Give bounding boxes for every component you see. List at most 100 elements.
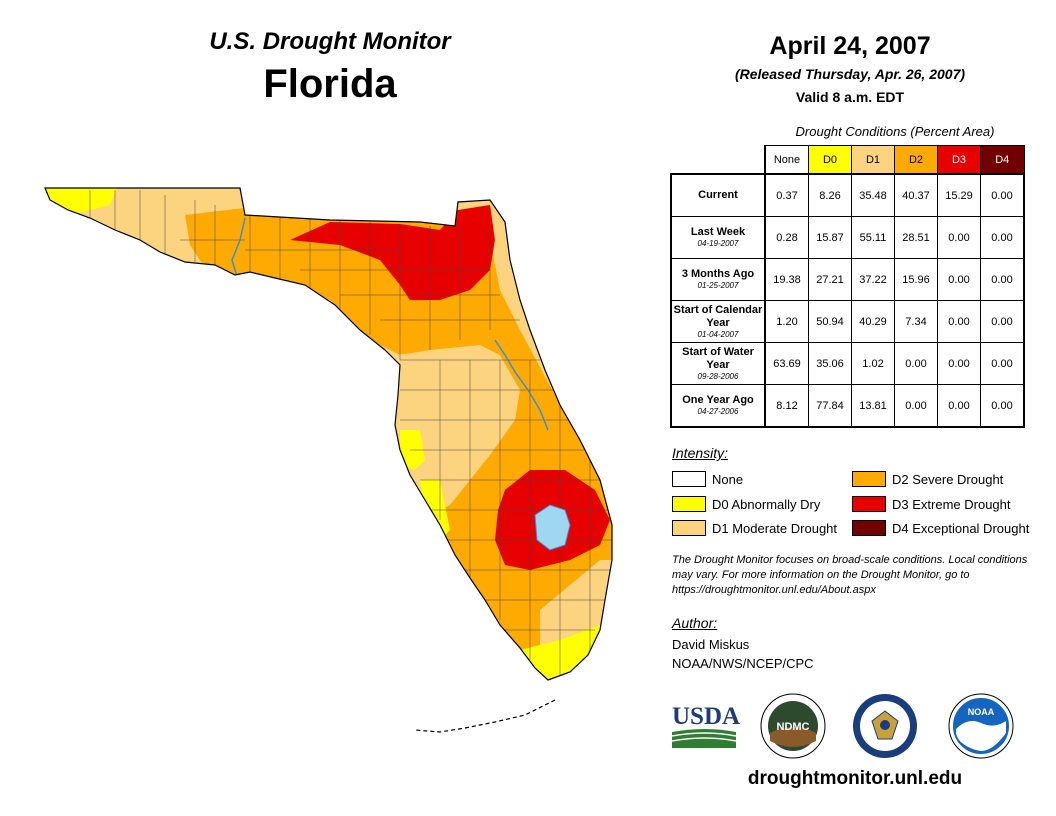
usda-logo: USDA bbox=[671, 703, 740, 748]
cell-value: 15.96 bbox=[894, 258, 938, 301]
map-title: U.S. Drought Monitor bbox=[209, 28, 451, 55]
row-label: Current bbox=[670, 173, 766, 217]
cell-value: 0.00 bbox=[980, 173, 1025, 217]
cell-value: 0.00 bbox=[894, 342, 938, 385]
legend-swatch bbox=[852, 496, 886, 512]
author-organization: NOAA/NWS/NCEP/CPC bbox=[672, 656, 814, 671]
cell-value: 0.00 bbox=[937, 258, 981, 301]
col-header-d2: D2 bbox=[894, 145, 938, 175]
cell-value: 0.37 bbox=[764, 173, 809, 217]
cell-value: 77.84 bbox=[808, 384, 852, 428]
cell-value: 15.29 bbox=[937, 173, 981, 217]
table-row: Current 0.37 8.26 35.48 40.37 15.29 0.00 bbox=[670, 173, 1025, 217]
row-label: Last Week 04-19-2007 bbox=[670, 216, 766, 259]
legend-swatch bbox=[672, 520, 706, 536]
cell-value: 40.37 bbox=[894, 173, 938, 217]
usda-logo-text: USDA bbox=[672, 703, 740, 730]
author-heading: Author: bbox=[672, 615, 718, 631]
legend-swatch bbox=[672, 496, 706, 512]
lake-okeechobee bbox=[534, 504, 571, 551]
cell-value: 7.34 bbox=[894, 300, 938, 343]
d3-region-north bbox=[290, 205, 495, 300]
table-row: Start of Calendar Year 01-04-2007 1.20 50… bbox=[670, 300, 1025, 343]
legend-swatch bbox=[852, 520, 886, 536]
table-caption: Drought Conditions (Percent Area) bbox=[795, 124, 995, 139]
table-row: Last Week 04-19-2007 0.28 15.87 55.11 28.… bbox=[670, 216, 1025, 259]
cell-value: 0.28 bbox=[764, 216, 809, 259]
legend-item-d0: D0 Abnormally Dry bbox=[672, 495, 820, 513]
cell-value: 8.12 bbox=[764, 384, 809, 428]
map-date: April 24, 2007 bbox=[769, 32, 931, 60]
legend-item-none: None bbox=[672, 470, 743, 488]
cell-value: 28.51 bbox=[894, 216, 938, 259]
footer-url[interactable]: droughtmonitor.unl.edu bbox=[747, 768, 963, 789]
cell-value: 0.00 bbox=[894, 384, 938, 428]
cell-value: 0.00 bbox=[980, 258, 1025, 301]
table-row: 3 Months Ago 01-25-2007 19.38 27.21 37.22… bbox=[670, 258, 1025, 301]
cell-value: 0.00 bbox=[980, 342, 1025, 385]
cell-value: 40.29 bbox=[851, 300, 895, 343]
state-name: Florida bbox=[263, 62, 397, 106]
row-label: Start of Calendar Year 01-04-2007 bbox=[670, 300, 766, 343]
st-johns-river bbox=[494, 339, 549, 431]
cell-value: 50.94 bbox=[808, 300, 852, 343]
legend-item-d2: D2 Severe Drought bbox=[852, 470, 1003, 488]
legend-label: D1 Moderate Drought bbox=[712, 520, 838, 536]
row-label: Start of Water Year 09-28-2006 bbox=[670, 342, 766, 385]
legend-item-d1: D1 Moderate Drought bbox=[672, 519, 837, 537]
noaa-logo: NOAA bbox=[948, 693, 1014, 759]
florida-drought-map bbox=[44, 187, 613, 733]
row-date: 04-19-2007 bbox=[697, 239, 739, 248]
col-header-none: None bbox=[764, 145, 809, 175]
cell-value: 27.21 bbox=[808, 258, 852, 301]
row-date: 09-28-2006 bbox=[697, 371, 739, 381]
cell-value: 55.11 bbox=[851, 216, 895, 259]
row-date: 01-04-2007 bbox=[697, 329, 739, 339]
legend-swatch bbox=[672, 471, 706, 487]
table-row: Start of Water Year 09-28-2006 63.69 35.0… bbox=[670, 342, 1025, 385]
col-header-d0: D0 bbox=[808, 145, 852, 175]
row-date: 04-27-2006 bbox=[697, 407, 739, 416]
cell-value: 35.06 bbox=[808, 342, 852, 385]
cell-value: 35.48 bbox=[851, 173, 895, 217]
legend-label: D0 Abnormally Dry bbox=[712, 496, 821, 512]
drought-conditions-table: None D0 D1 D2 D3 D4 Current 0.37 8.26 35… bbox=[670, 145, 1025, 428]
col-header-d4: D4 bbox=[980, 145, 1025, 175]
col-header-d3: D3 bbox=[937, 145, 981, 175]
legend-label: D3 Extreme Drought bbox=[892, 496, 1011, 512]
legend-label: None bbox=[712, 471, 744, 487]
noaa-logo-text: NOAA bbox=[968, 707, 995, 717]
legend-swatch bbox=[852, 471, 886, 487]
legend-label: D2 Severe Drought bbox=[892, 471, 1004, 487]
disclaimer-note: The Drought Monitor focuses on broad-sca… bbox=[672, 554, 1028, 596]
row-date: 01-25-2007 bbox=[697, 281, 739, 290]
valid-time: Valid 8 a.m. EDT bbox=[795, 89, 905, 105]
table-row: One Year Ago 04-27-2006 8.12 77.84 13.81 … bbox=[670, 384, 1025, 428]
d2-region bbox=[185, 205, 612, 680]
table-header-row: None D0 D1 D2 D3 D4 bbox=[671, 145, 1025, 175]
legend-label: D4 Exceptional Drought bbox=[892, 520, 1030, 536]
ndmc-logo: NDMC bbox=[760, 693, 826, 759]
florida-outline bbox=[44, 187, 613, 681]
cell-value: 1.20 bbox=[764, 300, 809, 343]
legend-item-d3: D3 Extreme Drought bbox=[852, 495, 1011, 513]
cell-value: 8.26 bbox=[808, 173, 852, 217]
cell-value: 0.00 bbox=[980, 216, 1025, 259]
county-boundaries bbox=[89, 190, 612, 675]
cell-value: 0.00 bbox=[980, 300, 1025, 343]
legend-title: Intensity: bbox=[672, 445, 729, 461]
cell-value: 13.81 bbox=[851, 384, 895, 428]
cell-value: 1.02 bbox=[851, 342, 895, 385]
cell-value: 15.87 bbox=[808, 216, 852, 259]
legend-item-d4: D4 Exceptional Drought bbox=[852, 519, 1029, 537]
release-date: (Released Thursday, Apr. 26, 2007) bbox=[734, 66, 966, 82]
cell-value: 0.00 bbox=[937, 216, 981, 259]
row-label: One Year Ago 04-27-2006 bbox=[670, 384, 766, 428]
cell-value: 19.38 bbox=[764, 258, 809, 301]
ndmc-logo-text: NDMC bbox=[777, 721, 810, 733]
col-header-d1: D1 bbox=[851, 145, 895, 175]
doc-seal-logo bbox=[853, 694, 917, 758]
cell-value: 37.22 bbox=[851, 258, 895, 301]
table-corner bbox=[671, 145, 766, 175]
cell-value: 0.00 bbox=[937, 342, 981, 385]
